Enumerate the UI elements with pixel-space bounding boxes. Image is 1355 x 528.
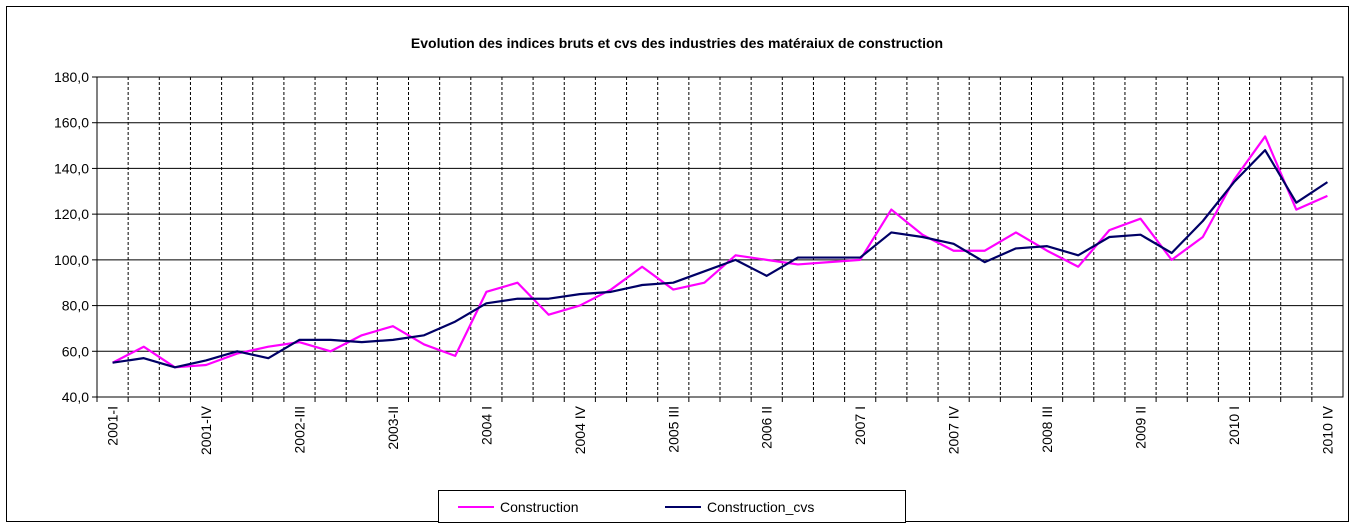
- x-tick-label: 2010 I: [1226, 406, 1242, 445]
- y-tick-label: 40,0: [62, 389, 89, 405]
- legend-label: Construction_cvs: [707, 499, 814, 515]
- legend-label: Construction: [500, 499, 579, 515]
- series-line: [112, 149, 1329, 369]
- chart-title: Evolution des indices bruts et cvs des i…: [411, 35, 943, 51]
- x-tick-label: 2010 IV: [1319, 405, 1335, 454]
- y-tick-label: 180,0: [54, 69, 89, 85]
- y-tick-label: 60,0: [62, 343, 89, 359]
- x-tick-label: 2001-IV: [198, 405, 214, 455]
- x-tick-label: 2008 III: [1039, 406, 1055, 453]
- series-line: [112, 135, 1328, 369]
- y-tick-label: 80,0: [62, 298, 89, 314]
- y-tick-label: 100,0: [54, 252, 89, 268]
- x-tick-label: 2007 I: [852, 406, 868, 445]
- x-tick-label: 2004 IV: [572, 405, 588, 454]
- y-tick-label: 120,0: [54, 206, 89, 222]
- x-tick-label: 2009 II: [1133, 406, 1149, 449]
- x-tick-label: 2002-III: [291, 406, 307, 453]
- y-tick-label: 160,0: [54, 115, 89, 131]
- x-tick-label: 2007 IV: [946, 405, 962, 454]
- x-tick-label: 2004 I: [478, 406, 494, 445]
- x-tick-label: 2001-I: [105, 406, 121, 446]
- x-tick-label: 2003-II: [385, 406, 401, 450]
- x-tick-label: 2005 III: [665, 406, 681, 453]
- x-tick-label: 2006 II: [759, 406, 775, 449]
- y-tick-label: 140,0: [54, 160, 89, 176]
